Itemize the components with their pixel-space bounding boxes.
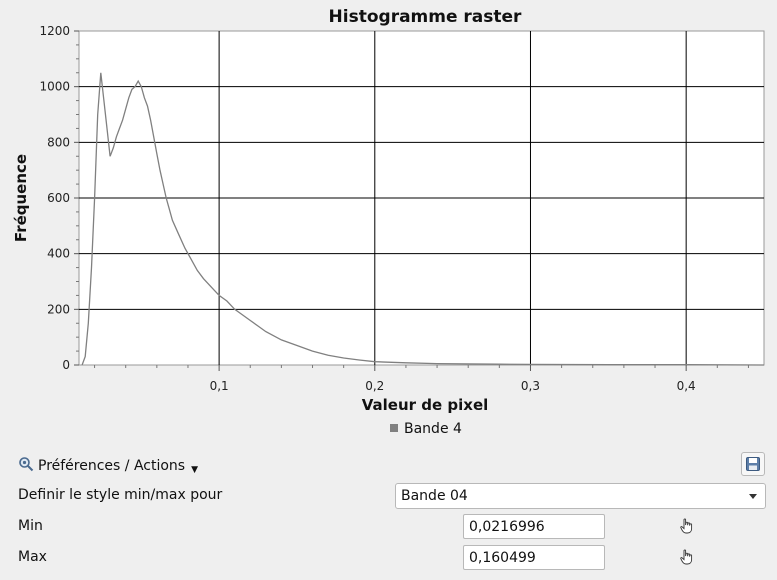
chevron-down-icon: ▼: [191, 465, 199, 475]
legend-label-bande-4: Bande 4: [404, 421, 462, 437]
magnifier-settings-icon: [18, 456, 34, 476]
pick-max-button[interactable]: [680, 549, 694, 565]
chevron-down-icon: [749, 494, 757, 499]
x-axis-label: Valeur de pixel: [362, 396, 489, 414]
y-tick-label: 0: [62, 358, 70, 372]
series-line-bande-4: [81, 72, 765, 366]
x-tick-label: 0,4: [677, 379, 696, 393]
x-axis: 0,1 0,2 0,3 0,4: [94, 365, 749, 393]
save-button[interactable]: [741, 452, 765, 476]
y-tick-label: 200: [47, 302, 70, 316]
y-axis: 0 200 400 600 800 1000 1200: [39, 24, 79, 372]
band-select-value: Bande 04: [401, 488, 468, 504]
y-tick-label: 800: [47, 135, 70, 149]
preferences-actions-menu[interactable]: Préférences / Actions ▼: [18, 456, 198, 476]
histogram-chart: Histogramme raster 0 200 400 600 800 1000 1200…: [12, 7, 765, 437]
floppy-save-icon: [746, 457, 760, 471]
grid-lines: [79, 31, 764, 365]
max-input[interactable]: [463, 545, 605, 570]
y-tick-label: 1000: [39, 80, 70, 94]
min-label: Min: [18, 518, 43, 534]
chart-legend: Bande 4: [390, 421, 462, 437]
pick-min-button[interactable]: [680, 518, 694, 534]
chart-title: Histogramme raster: [329, 7, 523, 27]
band-select[interactable]: Bande 04: [395, 483, 766, 509]
hand-pointer-icon: [680, 518, 693, 534]
legend-swatch-bande-4: [390, 424, 398, 432]
x-tick-label: 0,3: [521, 379, 540, 393]
min-input[interactable]: [463, 514, 605, 539]
y-axis-label: Fréquence: [12, 154, 30, 242]
y-tick-label: 400: [47, 247, 70, 261]
y-tick-label: 600: [47, 191, 70, 205]
x-tick-label: 0,1: [210, 379, 229, 393]
preferences-actions-label: Préférences / Actions: [38, 458, 186, 474]
max-label: Max: [18, 549, 47, 565]
y-tick-label: 1200: [39, 24, 70, 38]
define-style-label: Definir le style min/max pour: [18, 487, 223, 503]
x-tick-label: 0,2: [365, 379, 384, 393]
hand-pointer-icon: [680, 549, 693, 565]
